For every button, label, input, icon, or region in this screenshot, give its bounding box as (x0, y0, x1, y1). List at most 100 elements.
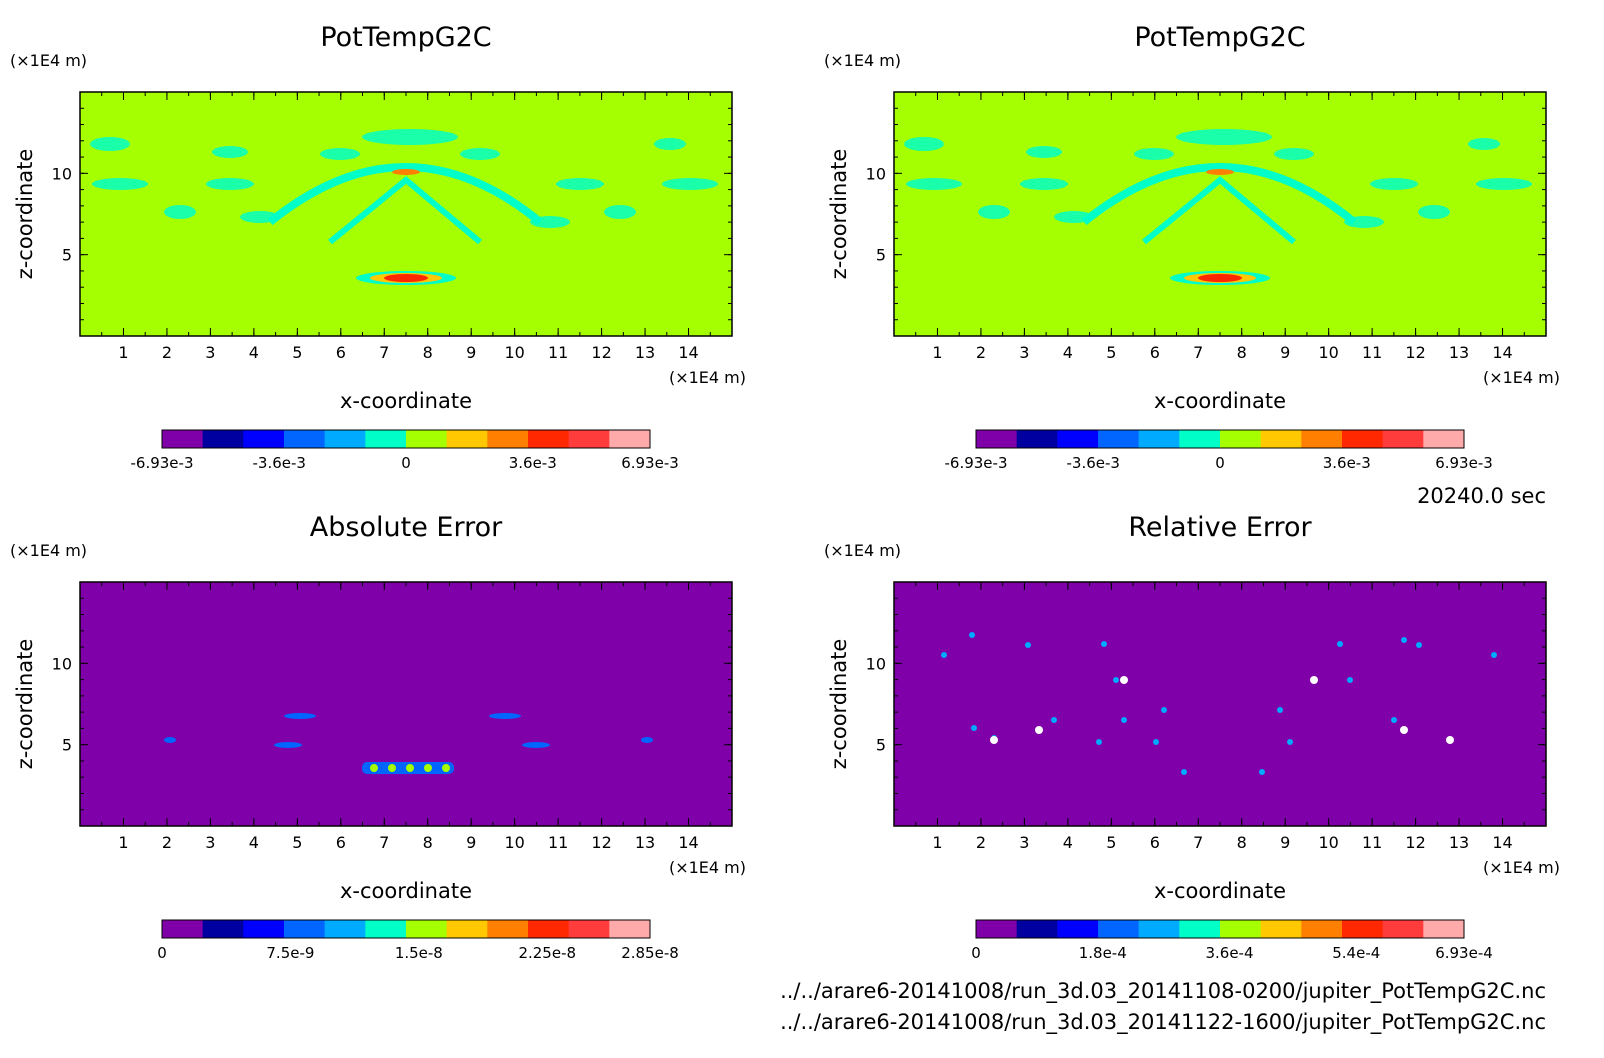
error-dot (1113, 677, 1119, 683)
x-tick-label: 3 (1019, 343, 1029, 362)
colorbar-frame (161, 919, 651, 939)
colorbar-tick-label: 2.25e-8 (518, 944, 576, 962)
x-tick-label: 3 (1019, 833, 1029, 852)
x-tick-label: 9 (466, 343, 476, 362)
contour-blob (1468, 138, 1500, 150)
x-tick-label: 11 (1362, 343, 1382, 362)
colorbar-swatch (284, 430, 326, 448)
colorbar-swatch (406, 920, 448, 938)
error-dot (1416, 642, 1422, 648)
contour-blob (1176, 129, 1272, 145)
error-dot (1181, 769, 1187, 775)
colorbar-swatch (1260, 920, 1302, 938)
contour-blob (654, 138, 686, 150)
field-features (904, 129, 1532, 285)
colorbar-swatch (1098, 430, 1140, 448)
x-tick-label: 1 (932, 833, 942, 852)
x-tick-label: 13 (1449, 833, 1469, 852)
colorbar-swatch (284, 920, 326, 938)
field-features (164, 713, 653, 774)
x-tick-label: 14 (678, 343, 698, 362)
x-tick-label: 10 (1318, 833, 1338, 852)
error-dot (990, 736, 998, 744)
x-tick-label: 11 (548, 343, 568, 362)
contour-blob (460, 148, 500, 160)
contour-blob (904, 137, 944, 151)
error-dot (1400, 726, 1408, 734)
x-tick-label: 7 (1193, 833, 1203, 852)
colorbar-swatch (1342, 920, 1384, 938)
colorbar-swatch (976, 430, 1018, 448)
colorbar-tick-label: 1.8e-4 (1079, 944, 1127, 962)
x-tick-label: 5 (292, 343, 302, 362)
x-tick-label: 5 (292, 833, 302, 852)
error-dot (1161, 707, 1167, 713)
colorbar-tick-label: -6.93e-3 (131, 454, 194, 472)
error-blob (406, 764, 414, 772)
colorbar-tick-label: 0 (971, 944, 981, 962)
error-dot (1277, 707, 1283, 713)
contour-blob (1026, 146, 1062, 158)
y-tick-label: 10 (866, 654, 886, 673)
x-tick-label: 13 (635, 343, 655, 362)
x-tick-label: 8 (423, 833, 433, 852)
contour-blob (206, 178, 254, 190)
y-axis-label: z-coordinate (827, 149, 851, 280)
x-tick-label: 2 (976, 343, 986, 362)
colorbar-swatch (568, 430, 610, 448)
colorbar-swatch (1016, 430, 1058, 448)
error-dot (1287, 739, 1293, 745)
field-features (941, 632, 1497, 775)
colorbar-swatch (1342, 430, 1384, 448)
x-axis-label: x-coordinate (1154, 879, 1286, 903)
colorbar-swatch (1179, 920, 1221, 938)
colorbar-swatch (568, 920, 610, 938)
contour-blob (164, 205, 196, 219)
y-tick-label: 10 (866, 164, 886, 183)
x-tick-label: 2 (162, 833, 172, 852)
y-tick-label: 5 (876, 736, 886, 755)
y-unit-label: (×1E4 m) (10, 541, 87, 560)
x-tick-label: 7 (1193, 343, 1203, 362)
error-dot (1401, 637, 1407, 643)
error-dot (971, 725, 977, 731)
x-tick-label: 10 (504, 343, 524, 362)
error-blob (388, 764, 396, 772)
contour-arc (328, 176, 482, 245)
y-axis-label: z-coordinate (13, 639, 37, 770)
error-dot (1337, 641, 1343, 647)
x-tick-label: 10 (1318, 343, 1338, 362)
error-dot (1347, 677, 1353, 683)
chart-panel-2: PotTempG2C(×1E4 m)1 2 3 4 5 6 7 8 9 10 11 12 13 14510… (824, 22, 1560, 472)
error-dot (1153, 739, 1159, 745)
colorbar-swatch (976, 920, 1018, 938)
contour-arc (267, 163, 543, 226)
x-tick-label: 8 (1237, 833, 1247, 852)
colorbar-swatch (365, 430, 407, 448)
colorbar-tick-label: 7.5e-9 (266, 944, 314, 962)
contour-blob (906, 178, 962, 190)
x-tick-label: 9 (466, 833, 476, 852)
colorbar-swatch (324, 920, 366, 938)
x-tick-label: 8 (423, 343, 433, 362)
y-tick-label: 5 (62, 736, 72, 755)
contour-blob (90, 137, 130, 151)
colorbar-swatch (243, 430, 285, 448)
colorbar-tick-label: 1.5e-8 (395, 944, 443, 962)
x-tick-label: 14 (678, 833, 698, 852)
plot-area (80, 582, 732, 826)
colorbar-swatch (446, 920, 488, 938)
colorbar-swatch (202, 430, 244, 448)
x-unit-label: (×1E4 m) (1483, 368, 1560, 387)
x-tick-label: 7 (379, 833, 389, 852)
file-path-1: ../../arare6-20141008/run_3d.03_20141108… (780, 979, 1546, 1004)
colorbar-swatch (487, 430, 529, 448)
colorbar-frame (161, 429, 651, 449)
colorbar-swatch (609, 430, 651, 448)
x-tick-label: 13 (635, 833, 655, 852)
colorbar-tick-label: 0 (1215, 454, 1225, 472)
contour-blob (212, 146, 248, 158)
x-tick-label: 13 (1449, 343, 1469, 362)
colorbar-swatch (528, 920, 570, 938)
x-tick-label: 12 (591, 833, 611, 852)
